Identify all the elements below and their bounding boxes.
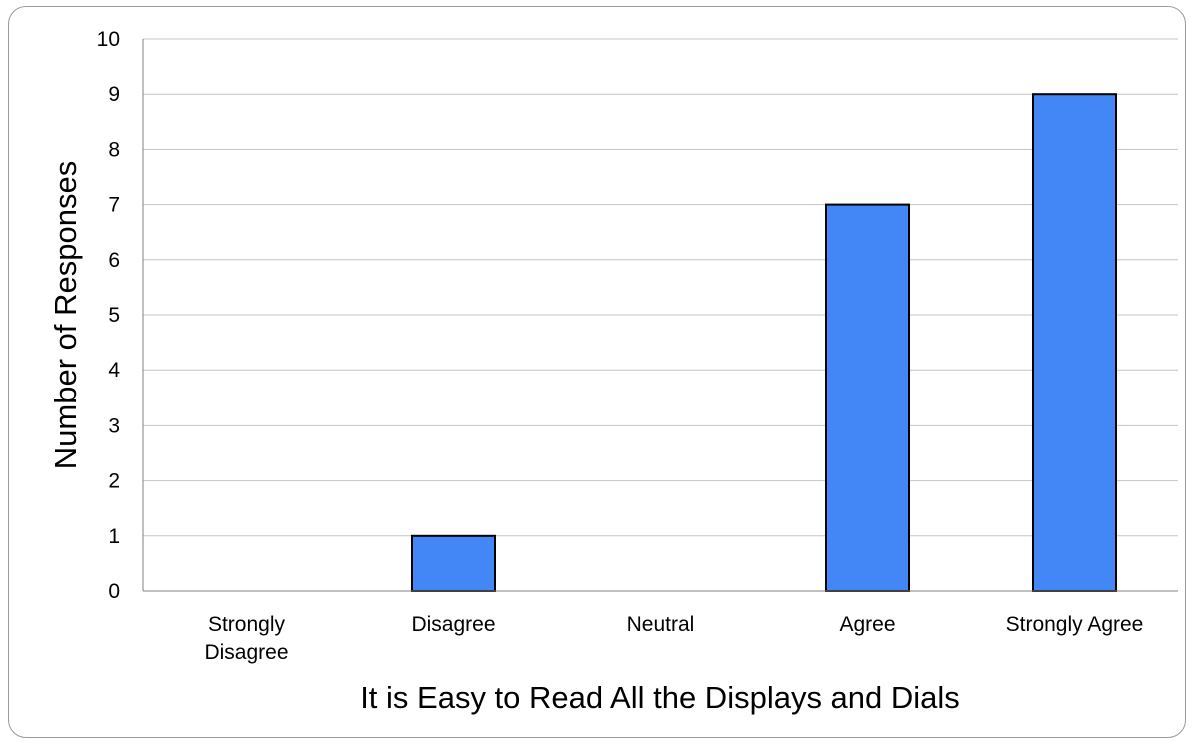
- y-tick-label: 8: [108, 138, 120, 161]
- chart-frame: [8, 6, 1186, 738]
- y-tick-label: 7: [108, 194, 120, 217]
- y-tick-label: 6: [108, 249, 120, 272]
- x-category-label: Disagree: [411, 613, 495, 636]
- y-tick-label: 1: [108, 525, 120, 548]
- y-tick-label: 9: [108, 83, 120, 106]
- bar: [1032, 93, 1117, 592]
- bar: [411, 534, 496, 592]
- y-tick-labels: 0 1 2 3 4 5 6 7 8 9 10: [97, 28, 121, 603]
- x-category-label-line: Strongly: [208, 613, 286, 636]
- x-category-label: Neutral: [627, 613, 695, 636]
- x-axis-title: It is Easy to Read All the Displays and …: [360, 680, 960, 715]
- x-category-label: Strongly Agree: [1006, 613, 1144, 636]
- gridlines: [143, 38, 1178, 537]
- x-category-label: Agree: [839, 613, 895, 636]
- y-tick-label: 0: [108, 580, 120, 603]
- bars: [411, 93, 1117, 592]
- y-tick-label: 3: [108, 414, 120, 437]
- y-axis-title: Number of Responses: [48, 161, 83, 469]
- x-category-label-line: Agree: [839, 613, 895, 636]
- x-category-label-line: Strongly Agree: [1006, 613, 1144, 636]
- x-category-label-line: Neutral: [627, 613, 695, 636]
- y-tick-label: 2: [108, 470, 120, 493]
- x-category-label-line: Disagree: [204, 641, 288, 664]
- y-tick-label: 4: [108, 359, 120, 382]
- category-labels: Strongly Disagree Disagree Neutral Agree Stro…: [204, 613, 1143, 664]
- y-tick-label: 5: [108, 304, 120, 327]
- x-category-label: Strongly Disagree: [204, 613, 288, 664]
- axes: [142, 39, 1178, 592]
- x-category-label-line: Disagree: [411, 613, 495, 636]
- bar: [825, 203, 910, 592]
- y-tick-label: 10: [97, 28, 120, 51]
